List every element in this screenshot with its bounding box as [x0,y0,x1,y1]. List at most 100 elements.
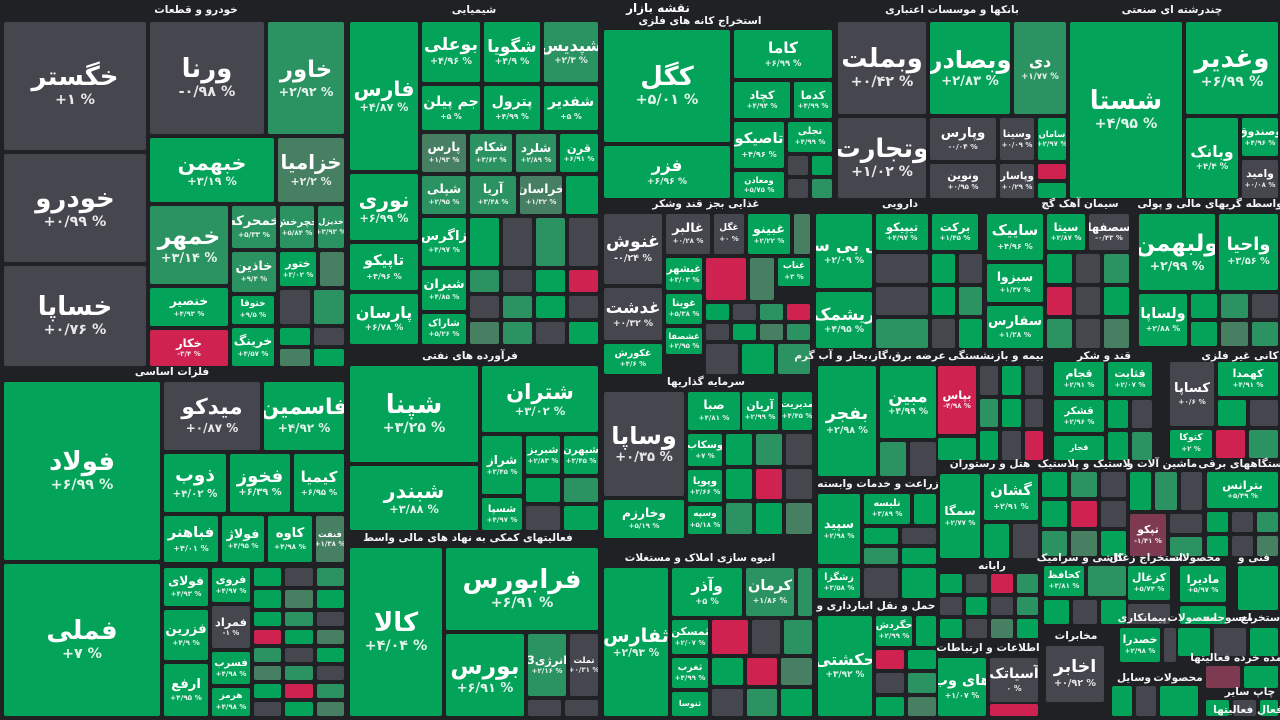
filler-tile[interactable] [991,619,1013,638]
stock-tile[interactable]: سپید +۲/۹۸ % [818,494,860,564]
filler-tile[interactable] [470,322,499,344]
filler-tile[interactable] [316,630,344,644]
stock-tile[interactable]: مدیریت +۴/۴۵ % [782,392,812,430]
filler-tile[interactable] [910,442,936,476]
stock-tile[interactable]: غدشت +۰/۳۲ % [604,288,662,340]
stock-tile[interactable]: غبشهر +۳/۰۳ % [666,258,702,290]
filler-tile[interactable] [569,296,598,318]
stock-tile[interactable]: فملی +۷ % [4,564,160,716]
stock-tile[interactable]: کی بی سی+۲/۰۹ % [816,214,872,288]
stock-tile[interactable]: دی +۱/۷۷ % [1014,22,1066,114]
filler-tile[interactable] [916,616,936,646]
stock-tile[interactable]: وبانک +۴/۴ % [1186,118,1238,198]
filler-tile[interactable] [316,648,344,662]
stock-tile[interactable]: تلیسه +۳/۸۹ % [864,494,910,524]
filler-tile[interactable] [316,590,344,608]
filler-tile[interactable] [254,630,282,644]
stock-tile[interactable]: تاپیکو +۴/۹۶ % [350,244,418,290]
filler-tile[interactable] [1100,501,1126,527]
filler-tile[interactable] [706,344,738,374]
filler-tile[interactable] [1136,686,1156,716]
filler-tile[interactable] [756,434,782,465]
filler-tile[interactable] [1206,700,1229,716]
stock-tile[interactable]: وخارزم +۵/۱۹ % [604,500,684,538]
stock-tile[interactable]: گشان +۲/۹۱ % [984,474,1038,520]
filler-tile[interactable] [1170,514,1202,533]
filler-tile[interactable] [1013,524,1038,558]
stock-tile[interactable]: کهمدا +۴/۹۱ % [1218,362,1278,396]
stock-tile[interactable]: خنصیر +۴/۹۳ % [150,288,228,326]
stock-tile[interactable]: تجلی +۴/۹۹ % [788,122,832,152]
filler-tile[interactable] [1104,319,1129,348]
stock-tile[interactable]: شگویا +۴/۹ % [484,22,540,82]
filler-tile[interactable] [1002,398,1021,428]
stock-tile[interactable]: وسینا +۰/۰۹ % [1000,118,1034,160]
filler-tile[interactable] [314,349,344,366]
filler-tile[interactable] [285,590,313,608]
filler-tile[interactable] [733,324,756,340]
filler-tile[interactable] [786,468,812,500]
filler-tile[interactable] [316,612,344,626]
stock-tile[interactable]: قشکر +۲/۹۶ % [1054,400,1104,432]
filler-tile[interactable] [932,254,955,283]
filler-tile[interactable] [316,666,344,680]
filler-tile[interactable] [1180,606,1226,624]
filler-tile[interactable] [1042,530,1068,556]
filler-tile[interactable] [750,258,774,300]
stock-tile[interactable]: میدکو +۰/۸۷ % [164,382,260,450]
stock-tile[interactable]: خمحرکه +۵/۳۳ % [232,206,276,248]
stock-tile[interactable]: فنفت +۱/۳۸ % [316,516,344,562]
filler-tile[interactable] [1071,472,1097,498]
filler-tile[interactable] [908,673,936,693]
filler-tile[interactable] [1100,472,1126,498]
filler-tile[interactable] [1221,294,1248,318]
filler-tile[interactable] [1016,619,1038,638]
stock-tile[interactable]: فروی +۴/۹۷ % [212,568,250,602]
filler-tile[interactable] [536,322,565,344]
filler-tile[interactable] [980,431,999,460]
filler-tile[interactable] [536,218,565,266]
stock-tile[interactable]: وپاسار +۰/۲۹ % [1000,164,1034,198]
filler-tile[interactable] [1218,400,1246,426]
stock-tile[interactable]: حکشتی +۳/۹۲ % [818,616,872,716]
filler-tile[interactable] [742,344,774,374]
filler-tile[interactable] [1072,600,1098,624]
stock-tile[interactable]: کاوه +۴/۹۸ % [268,516,312,562]
filler-tile[interactable] [1249,430,1278,458]
filler-tile[interactable] [1191,322,1218,346]
filler-tile[interactable] [1160,686,1198,716]
filler-tile[interactable] [1132,400,1152,428]
filler-tile[interactable] [1250,628,1278,656]
stock-tile[interactable]: فولاژ +۴/۹۵ % [222,516,264,562]
stock-tile[interactable]: فسرب +۴/۹۸ % [212,652,250,684]
filler-tile[interactable] [1002,366,1021,395]
stock-tile[interactable]: ومعادن +۵/۷۵ % [734,172,784,198]
filler-tile[interactable] [1104,286,1129,316]
stock-tile[interactable]: وپارس -۰/۰۴ % [930,118,996,160]
stock-tile[interactable]: وصندوق+۴/۹۶ % [1242,118,1278,156]
stock-tile[interactable]: غبینو +۲/۲۲ % [748,214,790,254]
filler-tile[interactable] [876,319,928,348]
stock-tile[interactable]: فولاد +۶/۹۹ % [4,382,160,560]
filler-tile[interactable] [932,286,955,316]
stock-tile[interactable]: فارس +۴/۸۷ % [350,22,418,170]
filler-tile[interactable] [528,700,561,716]
filler-tile[interactable] [1044,600,1069,624]
stock-tile[interactable]: خچرخش+۵/۸۴ % [280,206,314,248]
filler-tile[interactable] [1180,472,1202,510]
filler-tile[interactable] [778,344,810,374]
filler-tile[interactable] [965,596,987,616]
filler-tile[interactable] [959,319,982,348]
filler-tile[interactable] [280,290,310,324]
filler-tile[interactable] [940,596,962,616]
stock-tile[interactable]: آسیاتک ۰ % [990,658,1038,702]
filler-tile[interactable] [876,673,904,693]
stock-tile[interactable]: نوری +۶/۹۹ % [350,174,418,240]
filler-tile[interactable] [569,270,598,292]
filler-tile[interactable] [932,319,955,348]
stock-tile[interactable]: بوعلی +۴/۹۶ % [422,22,480,82]
stock-tile[interactable]: ولساپا +۲/۸۸ % [1139,294,1187,346]
filler-tile[interactable] [503,296,532,318]
filler-tile[interactable] [760,304,783,320]
stock-tile[interactable]: شکام +۳/۶۳ % [470,134,512,172]
